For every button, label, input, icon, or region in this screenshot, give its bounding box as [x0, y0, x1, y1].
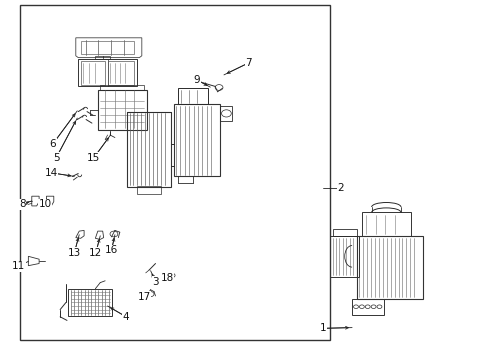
Bar — [100, 85, 144, 90]
Text: 18: 18 — [160, 273, 174, 283]
Bar — [137, 186, 161, 194]
Text: 11: 11 — [12, 261, 25, 271]
Text: 3: 3 — [152, 276, 159, 287]
Bar — [351, 299, 383, 315]
Text: 1: 1 — [319, 323, 326, 333]
Bar — [220, 106, 232, 121]
Bar — [332, 229, 356, 236]
Text: 4: 4 — [122, 312, 129, 322]
Text: 15: 15 — [87, 153, 101, 163]
Bar — [20, 5, 329, 340]
Text: 9: 9 — [193, 75, 200, 85]
Bar — [98, 90, 146, 130]
Bar — [356, 236, 422, 299]
Bar — [81, 61, 105, 85]
Bar — [81, 41, 134, 54]
Bar — [178, 88, 207, 104]
Bar — [361, 212, 410, 236]
Text: 17: 17 — [137, 292, 151, 302]
Bar — [127, 112, 171, 187]
Text: 7: 7 — [244, 58, 251, 68]
Text: 13: 13 — [67, 248, 81, 258]
Bar — [329, 236, 359, 277]
Bar — [78, 59, 137, 86]
Bar — [107, 61, 134, 85]
Text: 16: 16 — [104, 245, 118, 255]
Text: 5: 5 — [53, 153, 60, 163]
Text: 10: 10 — [39, 199, 51, 210]
Text: 8: 8 — [19, 199, 26, 210]
Text: 6: 6 — [49, 139, 56, 149]
Text: 14: 14 — [44, 168, 58, 178]
Text: 2: 2 — [337, 183, 344, 193]
Text: 12: 12 — [89, 248, 102, 258]
Bar — [68, 289, 112, 316]
Bar — [95, 56, 110, 59]
Bar — [173, 104, 220, 176]
